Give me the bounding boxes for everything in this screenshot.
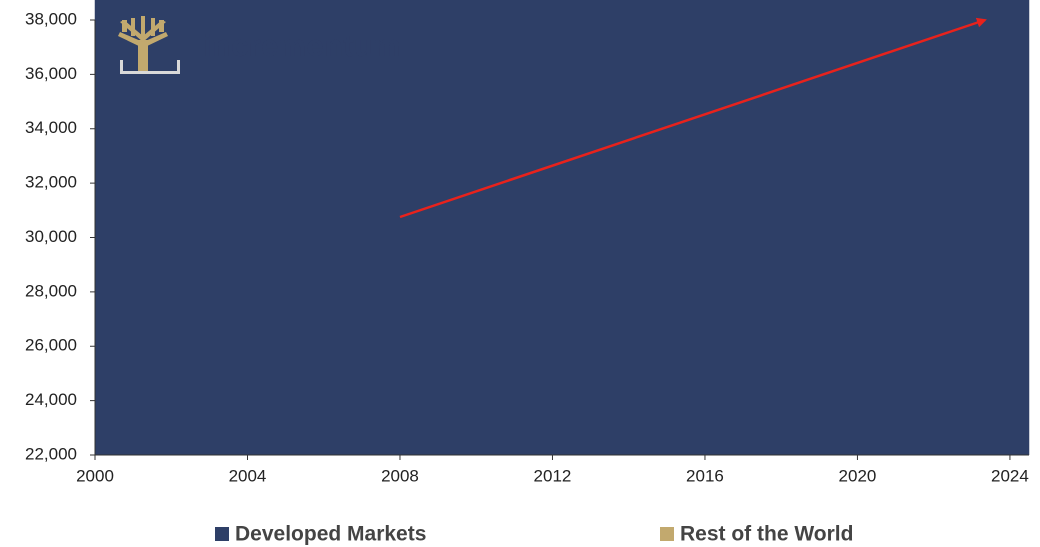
x-tick-label: 2024 xyxy=(991,466,1029,485)
x-tick-label: 2012 xyxy=(534,466,572,485)
x-tick-label: 2016 xyxy=(686,466,724,485)
y-tick-label: 28,000 xyxy=(25,281,77,300)
y-tick-label: 34,000 xyxy=(25,118,77,137)
y-tick-label: 38,000 xyxy=(25,9,77,28)
y-tick-label: 30,000 xyxy=(25,227,77,246)
y-tick-label: 22,000 xyxy=(25,444,77,463)
legend-swatch xyxy=(660,527,674,541)
y-tick-label: 36,000 xyxy=(25,64,77,83)
x-tick-label: 2008 xyxy=(381,466,419,485)
logo-text: incrementum xyxy=(203,28,401,63)
legend-label: Rest of the World xyxy=(680,523,853,546)
y-tick-label: 26,000 xyxy=(25,336,77,355)
trend-arrow xyxy=(399,17,987,219)
y-tick-label: 32,000 xyxy=(25,173,77,192)
legend-label: Developed Markets xyxy=(235,523,426,546)
logo-icon xyxy=(118,16,180,74)
area xyxy=(94,0,1030,456)
y-tick-label: 24,000 xyxy=(25,390,77,409)
x-tick-label: 2000 xyxy=(76,466,114,485)
plot-area xyxy=(94,0,1030,456)
x-tick-label: 2004 xyxy=(229,466,267,485)
legend-swatch xyxy=(215,527,229,541)
logo: incrementum xyxy=(118,16,401,74)
x-tick-label: 2020 xyxy=(839,466,877,485)
